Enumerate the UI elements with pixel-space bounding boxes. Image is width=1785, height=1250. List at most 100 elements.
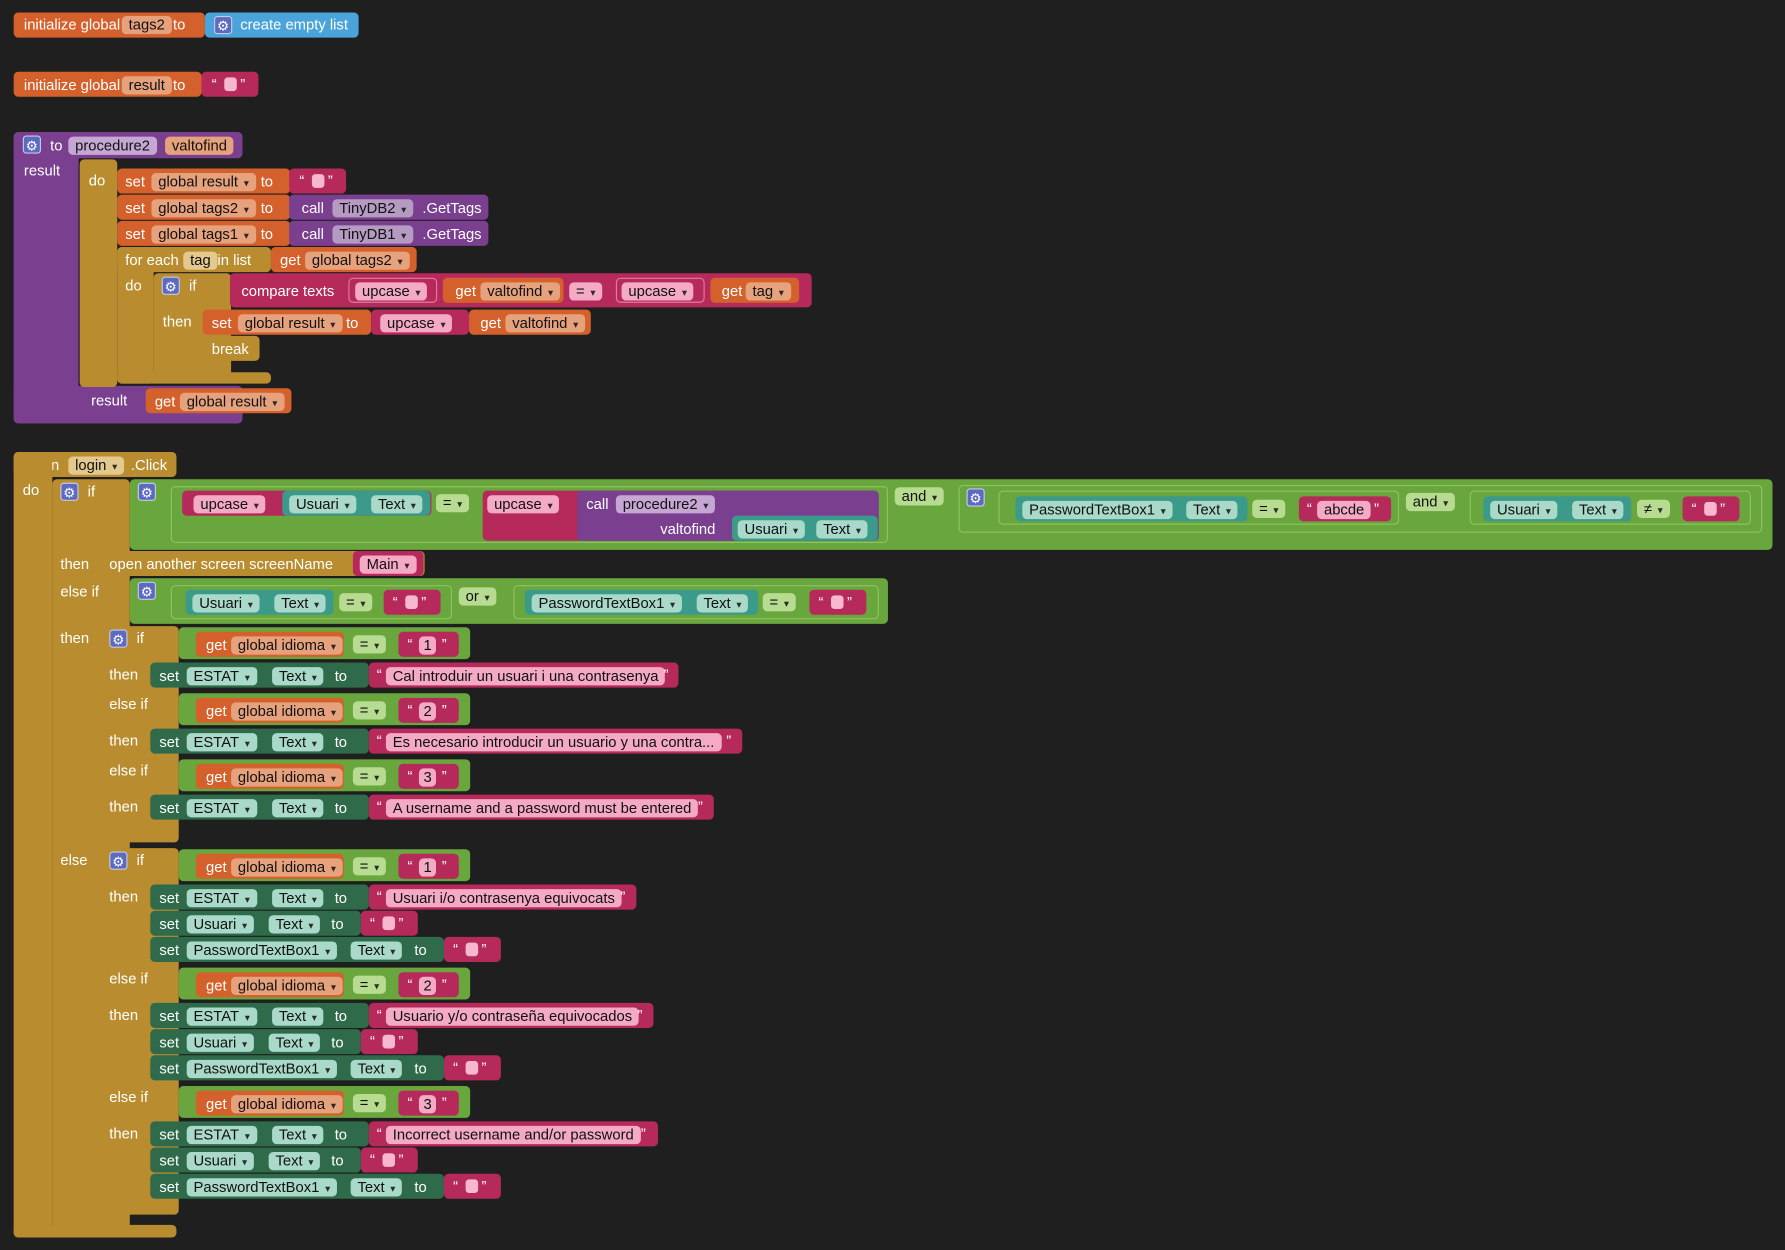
procedure-name-field[interactable]: procedure2 (68, 136, 157, 155)
loop-variable-field[interactable]: tag (183, 251, 218, 270)
component-dropdown[interactable]: PasswordTextBox1 (186, 1178, 338, 1197)
variable-dropdown[interactable]: global idioma (231, 976, 343, 995)
component-dropdown[interactable]: TinyDB2 (332, 199, 414, 218)
variable-dropdown[interactable]: global idioma (231, 702, 343, 721)
component-dropdown[interactable]: PasswordTextBox1 (531, 594, 683, 613)
empty-text-field[interactable] (831, 595, 844, 610)
operator-dropdown[interactable]: = (762, 593, 796, 612)
gear-icon[interactable]: ⚙ (214, 15, 233, 35)
empty-text-field[interactable] (311, 174, 325, 188)
variable-dropdown[interactable]: valtofind (505, 314, 586, 333)
operator-dropdown[interactable]: = (569, 282, 603, 301)
text-field[interactable]: Cal introduir un usuari i una contraseny… (385, 667, 666, 686)
variable-dropdown[interactable]: global tags2 (305, 251, 410, 270)
variable-dropdown[interactable]: global idioma (231, 636, 343, 655)
property-dropdown[interactable]: Text (350, 941, 403, 960)
variable-dropdown[interactable]: global result (151, 173, 256, 192)
text-field[interactable]: Es necesario introducir un usuario y una… (385, 733, 722, 752)
component-dropdown[interactable]: Usuari (192, 594, 260, 613)
screen-name-dropdown[interactable]: Main (359, 555, 417, 574)
empty-text-field[interactable] (465, 1060, 479, 1075)
component-dropdown[interactable]: PasswordTextBox1 (1022, 500, 1173, 520)
gear-icon[interactable]: ⚙ (109, 851, 128, 870)
param-field[interactable]: valtofind (165, 136, 234, 155)
empty-text-field[interactable] (465, 1179, 479, 1194)
text-field[interactable]: Usuario y/o contraseña equivocados (385, 1007, 639, 1026)
text-field[interactable]: 2 (418, 976, 437, 995)
component-dropdown[interactable]: ESTAT (186, 799, 257, 818)
upcase-dropdown[interactable]: upcase (193, 495, 266, 514)
gear-icon[interactable]: ⚙ (137, 581, 156, 600)
upcase-dropdown[interactable]: upcase (355, 282, 428, 301)
property-dropdown[interactable]: Text (272, 1125, 324, 1145)
property-dropdown[interactable]: Text (371, 495, 423, 514)
variable-dropdown[interactable]: global tags2 (151, 199, 256, 218)
text-field[interactable]: 1 (418, 858, 437, 877)
variable-dropdown[interactable]: global idioma (231, 1095, 343, 1114)
empty-text-field[interactable] (465, 942, 479, 957)
variable-dropdown[interactable]: global result (179, 392, 285, 411)
global-name-field[interactable]: tags2 (121, 15, 172, 35)
operator-dropdown[interactable]: = (352, 857, 387, 876)
operator-dropdown[interactable]: = (352, 1094, 387, 1113)
empty-text-field[interactable] (1704, 502, 1717, 516)
gear-icon[interactable]: ⚙ (137, 482, 156, 501)
set-usuari-block[interactable] (150, 910, 361, 936)
variable-dropdown[interactable]: valtofind (480, 282, 561, 301)
property-dropdown[interactable]: Text (268, 1152, 321, 1171)
operator-dropdown[interactable]: = (352, 635, 387, 654)
upcase-dropdown[interactable]: upcase (621, 282, 694, 301)
variable-dropdown[interactable]: global idioma (231, 768, 343, 787)
empty-text-field[interactable] (382, 1153, 396, 1167)
property-dropdown[interactable]: Text (268, 915, 321, 934)
property-dropdown[interactable]: Text (1572, 500, 1624, 520)
procedure-dropdown[interactable]: procedure2 (615, 495, 716, 514)
operator-dropdown[interactable]: = (352, 701, 387, 720)
operator-dropdown[interactable]: = (339, 593, 373, 612)
set-usuari-block[interactable] (150, 1147, 361, 1173)
property-dropdown[interactable]: Text (696, 594, 749, 613)
empty-text-field[interactable] (224, 77, 237, 92)
variable-dropdown[interactable]: tag (745, 282, 791, 301)
and-dropdown[interactable]: and (1405, 492, 1456, 512)
property-dropdown[interactable]: Text (274, 594, 327, 613)
property-dropdown[interactable]: Text (1186, 500, 1238, 520)
variable-dropdown[interactable]: global idioma (231, 858, 343, 877)
component-dropdown[interactable]: Usuari (289, 495, 357, 514)
break-block[interactable] (202, 335, 260, 361)
component-dropdown[interactable]: login (68, 456, 125, 475)
property-dropdown[interactable]: Text (272, 667, 324, 686)
variable-dropdown[interactable]: global result (237, 314, 343, 333)
property-dropdown[interactable]: Text (350, 1178, 403, 1197)
variable-dropdown[interactable]: global tags1 (151, 225, 256, 244)
gear-icon[interactable]: ⚙ (109, 629, 128, 648)
empty-text-field[interactable] (382, 1034, 396, 1049)
text-field[interactable]: 3 (418, 768, 437, 787)
gear-icon[interactable]: ⚙ (60, 482, 79, 501)
component-dropdown[interactable]: ESTAT (186, 889, 257, 908)
property-dropdown[interactable]: Text (272, 799, 324, 818)
property-dropdown[interactable]: Text (272, 889, 324, 908)
upcase-dropdown[interactable]: upcase (487, 495, 560, 514)
gear-icon[interactable]: ⚙ (966, 488, 985, 507)
procedure-body[interactable] (13, 132, 79, 424)
component-dropdown[interactable]: PasswordTextBox1 (186, 941, 338, 960)
text-field[interactable]: abcde (1317, 500, 1372, 520)
property-dropdown[interactable]: Text (272, 733, 324, 752)
empty-text-field[interactable] (382, 916, 396, 931)
component-dropdown[interactable]: Usuari (1490, 500, 1558, 520)
property-dropdown[interactable]: Text (272, 1007, 324, 1026)
property-dropdown[interactable]: Text (350, 1059, 403, 1079)
operator-dropdown[interactable]: ≠ (1637, 499, 1670, 518)
operator-dropdown[interactable]: = (352, 975, 387, 994)
operator-dropdown[interactable]: = (352, 767, 387, 786)
property-dropdown[interactable]: Text (816, 520, 868, 539)
component-dropdown[interactable]: Usuari (186, 1152, 254, 1171)
empty-text-field[interactable] (405, 595, 418, 610)
component-dropdown[interactable]: TinyDB1 (332, 225, 414, 244)
component-dropdown[interactable]: ESTAT (186, 733, 257, 752)
component-dropdown[interactable]: Usuari (186, 915, 254, 934)
component-dropdown[interactable]: PasswordTextBox1 (186, 1059, 338, 1079)
property-dropdown[interactable]: Text (268, 1033, 321, 1052)
